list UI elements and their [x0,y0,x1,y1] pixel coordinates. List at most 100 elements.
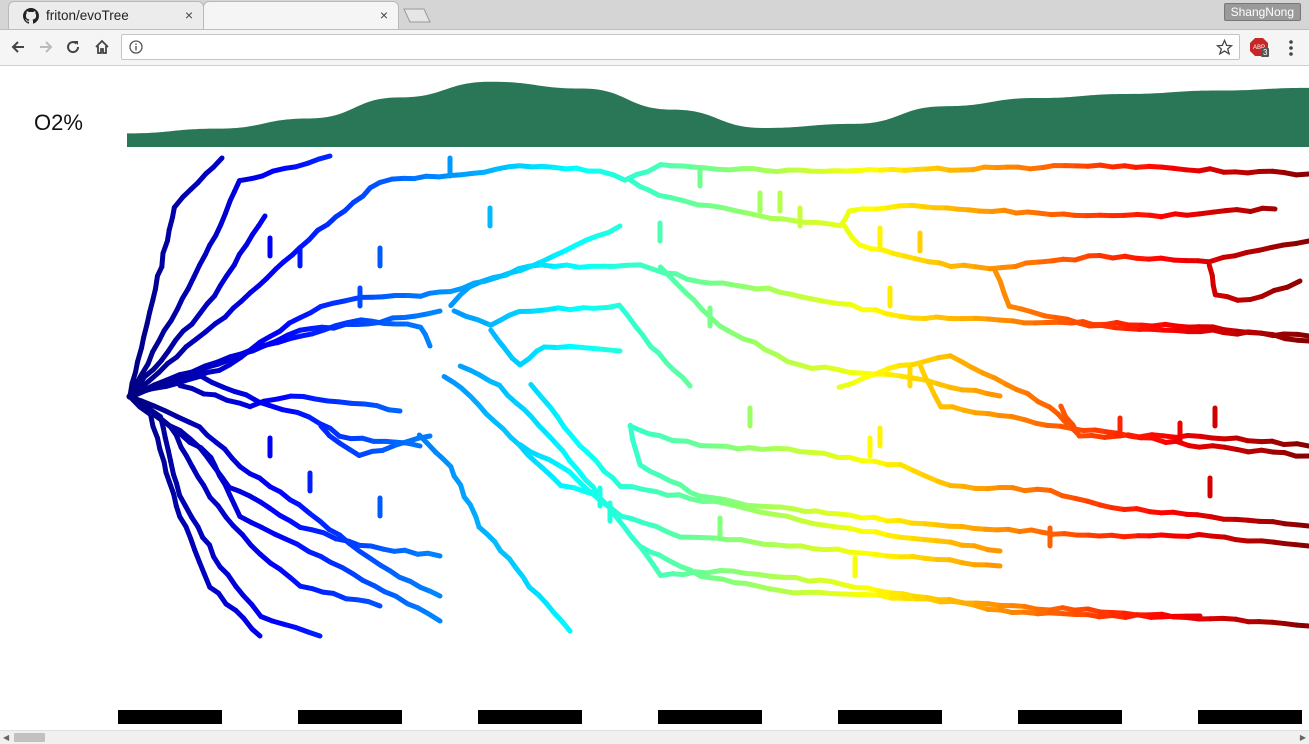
tree-segment [1284,278,1303,290]
lineage-branch [318,423,433,459]
o2-area [127,81,1309,147]
tree-segment [249,626,263,639]
lineage-branch [841,222,1309,272]
scroll-thumb[interactable] [14,733,45,742]
tree-segment [985,547,1003,554]
tree-segment [680,374,693,389]
tree-segment [405,440,423,449]
horizontal-scrollbar[interactable]: ◀ ▶ [0,730,1309,744]
lineage-branch [488,327,623,368]
back-button[interactable] [8,37,28,57]
lineage-branch [126,373,423,449]
lineage-branch [177,383,403,414]
lineage-branch [126,213,268,400]
back-arrow-icon [11,41,24,53]
tree-segment [606,223,623,235]
tree-segment [1070,426,1083,439]
github-icon [23,8,39,24]
time-scale-bar [478,710,582,724]
time-scale-bar [658,710,762,724]
lineage-branch [627,422,1309,549]
time-scale-bar [838,710,942,724]
time-scale-bar [118,710,222,724]
profile-button[interactable]: ShangNong [1223,3,1301,21]
tree-segment [1293,171,1309,178]
tab-friton-evotree[interactable]: friton/evoTree × [8,1,204,29]
tree-segment [279,407,300,415]
lineage-branch [127,394,443,559]
tree-segment [604,347,623,354]
tree-segment [1294,522,1309,529]
tree-segment [559,618,573,634]
home-icon [95,39,109,54]
tree-segment [1294,331,1309,339]
tree-segment [528,382,544,399]
lineage-branch [448,262,1309,344]
lineage-branch [457,363,1309,629]
tree-segment [386,407,403,414]
bookmark-star-icon[interactable] [1216,39,1233,56]
tab-strip: friton/evoTree × × ShangNong [0,0,1309,30]
reload-icon [67,41,80,54]
menu-icon[interactable] [1284,38,1298,58]
browser-toolbar: ABP 3 [0,30,1309,66]
scroll-left-arrow-icon[interactable]: ◀ [3,733,10,742]
lineage-branch [127,392,443,624]
lineage-branch [127,394,263,639]
address-bar[interactable] [121,34,1240,60]
info-icon[interactable] [129,40,143,54]
lineage-branch [627,177,1278,229]
evolution-tree-visualization [118,81,1309,724]
extension-badge: 3 [1261,48,1270,57]
lineage-branch [528,382,1003,554]
lineage-branch [657,264,1003,399]
lineage-branch [637,543,1203,620]
time-scale-bar [298,710,402,724]
close-tab-icon[interactable]: × [379,7,388,23]
tree-segment [1293,542,1309,549]
tree-segment [1260,205,1278,212]
reload-button[interactable] [63,37,83,57]
lineage-branch [627,423,1309,529]
tree-segment [1293,238,1309,246]
adblock-label: ABP [1253,45,1265,51]
tree-segment [306,629,323,639]
tree-segment [1294,622,1309,629]
forward-arrow-icon [40,41,53,53]
forward-button[interactable] [36,37,56,57]
close-tab-icon[interactable]: × [184,7,193,23]
lineage-branch [836,353,1083,439]
tree-segment [427,588,443,599]
new-tab-button[interactable] [402,8,432,23]
home-button[interactable] [92,37,112,57]
lineage-branch [451,302,693,389]
scroll-right-arrow-icon[interactable]: ▶ [1299,733,1306,742]
lineage-branch [1206,262,1303,303]
lineage-branch [127,155,225,399]
tree-segment [921,472,941,485]
time-scale-bar [1198,710,1302,724]
tab-active[interactable]: × [203,1,399,29]
tree-segment [425,308,443,317]
tree-segment [210,155,225,170]
tree-segment [316,153,333,162]
tree-segment [366,599,383,609]
tree-segment [425,611,443,624]
time-scale-bar [1018,710,1122,724]
tree-segment [984,391,1003,399]
lineage-branch [126,162,1309,400]
lineage-branch [1058,403,1309,449]
tree-segment [425,550,443,559]
o2-label: O2% [34,110,83,135]
tab-title: friton/evoTree [46,8,129,23]
tree-segment [984,562,1003,569]
tree-segment [1295,337,1309,344]
tree-segment [1294,441,1309,449]
lineage-branch [416,432,573,634]
tree-segment [256,213,268,229]
tree-segment [422,332,433,349]
page-content: O2% [0,66,1309,730]
tree-segment [770,511,791,519]
adblock-extension-button[interactable]: ABP 3 [1250,38,1270,57]
lineage-branch [127,394,383,609]
